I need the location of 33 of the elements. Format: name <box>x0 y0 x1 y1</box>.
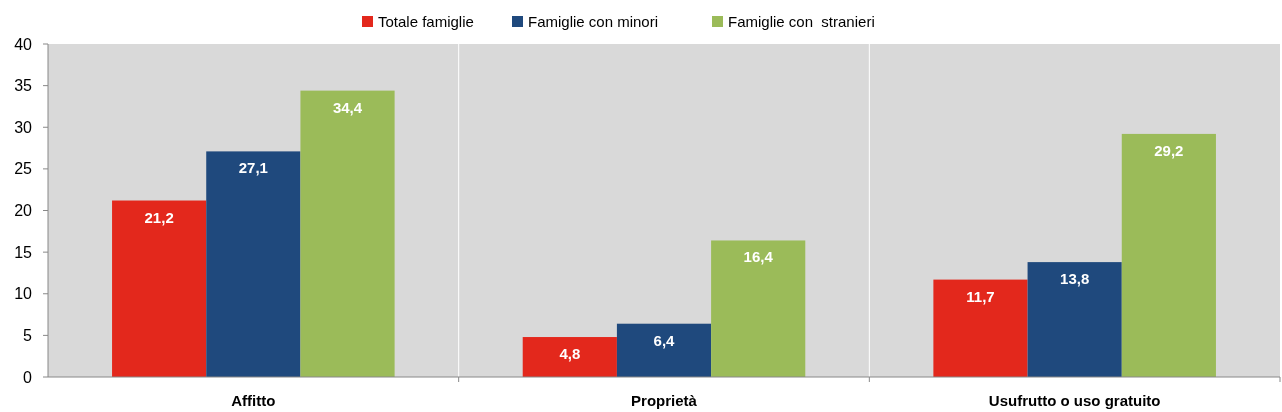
y-tick-label: 15 <box>14 243 33 261</box>
bar <box>711 240 806 377</box>
y-tick-label: 10 <box>14 285 33 303</box>
y-tick-label: 30 <box>14 118 33 136</box>
bar <box>522 337 617 377</box>
bar <box>112 200 207 377</box>
data-label: 29,2 <box>1154 141 1184 159</box>
bar <box>933 279 1028 377</box>
data-label: 21,2 <box>144 208 174 226</box>
y-tick-label: 40 <box>14 35 33 53</box>
data-label: 11,7 <box>966 287 995 305</box>
bar <box>616 323 712 377</box>
bar <box>206 151 301 377</box>
legend-label: Famiglie con minori <box>528 13 659 30</box>
x-tick-label: Affitto <box>231 392 276 409</box>
bar <box>300 90 395 377</box>
data-label: 6,4 <box>653 331 676 349</box>
bar <box>1027 262 1122 377</box>
y-tick-label: 20 <box>14 202 33 220</box>
data-label: 34,4 <box>332 98 363 116</box>
y-tick-label: 35 <box>14 77 33 95</box>
legend-label: Famiglie con stranieri <box>728 13 875 30</box>
data-label: 27,1 <box>238 159 268 177</box>
x-tick-label: Usufrutto o uso gratuito <box>988 392 1161 409</box>
y-tick-label: 25 <box>14 160 33 178</box>
y-tick-label: 0 <box>23 368 33 386</box>
data-label: 4,8 <box>559 345 581 363</box>
x-tick-label: Proprietà <box>631 392 698 409</box>
bar <box>1121 133 1216 377</box>
data-label: 16,4 <box>743 248 774 266</box>
y-tick-label: 5 <box>23 326 33 344</box>
data-label: 13,8 <box>1060 270 1090 288</box>
legend-label: Totale famiglie <box>378 13 474 30</box>
